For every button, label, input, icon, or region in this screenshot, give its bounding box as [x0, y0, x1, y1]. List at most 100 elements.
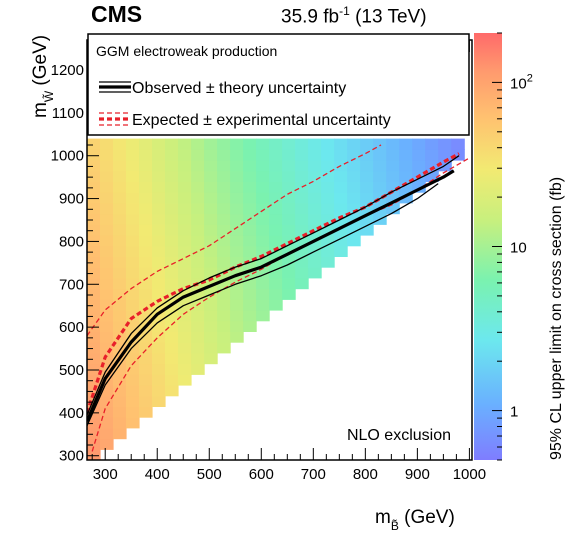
heatmap-cell [217, 331, 231, 343]
heatmap-cell [282, 192, 296, 204]
heatmap-cell [334, 224, 348, 236]
heatmap-cell [152, 395, 166, 407]
heatmap-cell [113, 363, 127, 375]
heatmap-cell [191, 245, 205, 257]
heatmap-cell [100, 138, 114, 150]
heatmap-cell [139, 374, 153, 386]
heatmap-cell [217, 310, 231, 322]
heatmap-cell [230, 224, 244, 236]
heatmap-cell [152, 224, 166, 236]
heatmap-cell [321, 213, 335, 225]
heatmap-cell [230, 213, 244, 225]
heatmap-cell [191, 160, 205, 172]
heatmap-cell [386, 160, 400, 172]
heatmap-cell [152, 138, 166, 150]
heatmap-cell [100, 310, 114, 322]
heatmap-cell [152, 288, 166, 300]
heatmap-cell [139, 213, 153, 225]
heatmap-cell [204, 202, 218, 215]
heatmap-cell [113, 406, 127, 418]
heatmap-cell [100, 406, 114, 418]
heatmap-cell [230, 160, 244, 172]
heatmap-cell [256, 181, 270, 193]
heatmap-cell [139, 363, 153, 375]
heatmap-cell [321, 235, 335, 247]
heatmap-cell [87, 267, 101, 279]
heatmap-cell [282, 288, 296, 300]
heatmap-cell [412, 138, 426, 150]
heatmap-cell [308, 181, 322, 193]
heatmap-cell [126, 267, 140, 279]
heatmap-cell [295, 202, 309, 215]
heatmap-cell [139, 385, 153, 397]
heatmap-cell [243, 202, 257, 215]
heatmap-cell [126, 202, 140, 215]
heatmap-cell [191, 310, 205, 322]
heatmap-cell [399, 149, 413, 161]
heatmap-cell [282, 202, 296, 215]
heatmap-cell [126, 299, 140, 311]
heatmap-cell [152, 277, 166, 290]
heatmap-cell [100, 320, 114, 332]
heatmap-cell [100, 374, 114, 386]
heatmap-cell [217, 320, 231, 332]
heatmap-cell [217, 342, 231, 354]
heatmap-cell [373, 138, 387, 150]
x-tick-label: 600 [249, 466, 274, 483]
heatmap-cell [139, 310, 153, 322]
heatmap-cell [295, 213, 309, 225]
heatmap-cell [178, 235, 192, 247]
heatmap-cell [126, 213, 140, 225]
heatmap-cell [256, 256, 270, 268]
heatmap-cell [334, 202, 348, 215]
heatmap-cell [373, 181, 387, 193]
heatmap-cell [87, 352, 101, 365]
heatmap-cell [87, 149, 101, 161]
heatmap-cell [230, 288, 244, 300]
heatmap-cell [165, 213, 179, 225]
heatmap-cell [256, 149, 270, 161]
heatmap-cell [113, 170, 127, 182]
heatmap-cell [230, 310, 244, 322]
heatmap-cell [321, 170, 335, 182]
heatmap-cell [243, 267, 257, 279]
heatmap-cell [178, 288, 192, 300]
limit-curves [87, 144, 470, 452]
heatmap-cell [386, 192, 400, 204]
heatmap-cell [256, 288, 270, 300]
heatmap-cell [282, 224, 296, 236]
heatmap-cell [165, 267, 179, 279]
heatmap-cell [126, 288, 140, 300]
heatmap-cell [139, 160, 153, 172]
heatmap-cell [152, 310, 166, 322]
heatmap-cell [178, 138, 192, 150]
heatmap-cell [243, 160, 257, 172]
heatmap-cell [425, 160, 439, 172]
heatmap-cell [373, 170, 387, 182]
heatmap-cell [243, 235, 257, 247]
heatmap-cell [152, 170, 166, 182]
heatmap-cell [139, 192, 153, 204]
heatmap-cell [178, 181, 192, 193]
heatmap-cell [152, 342, 166, 354]
heatmap-cell [100, 288, 114, 300]
heatmap-cell [87, 224, 101, 236]
heatmap-cell [139, 138, 153, 150]
heatmap-cell [243, 288, 257, 300]
heatmap-cell [191, 224, 205, 236]
heatmap-cell [100, 192, 114, 204]
heatmap-cell [165, 224, 179, 236]
heatmap-cell [126, 170, 140, 182]
heatmap-cell [269, 149, 283, 161]
heatmap-cell [243, 181, 257, 193]
heatmap-cell [269, 277, 283, 290]
heatmap-cell [256, 310, 270, 322]
heatmap-cell [191, 256, 205, 268]
heatmap-cell [178, 192, 192, 204]
heatmap-cell [139, 267, 153, 279]
heatmap-cell [191, 213, 205, 225]
legend-observed-label: Observed ± theory uncertainty [132, 80, 346, 97]
heatmap-cell [269, 235, 283, 247]
heatmap-cell [113, 202, 127, 215]
y-axis-title: mW̃ (GeV) [30, 35, 56, 118]
